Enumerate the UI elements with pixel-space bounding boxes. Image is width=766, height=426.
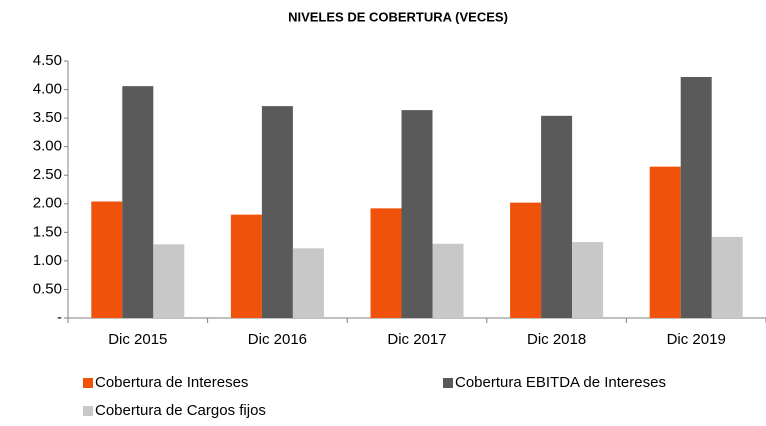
bar xyxy=(432,243,464,318)
bar xyxy=(649,166,681,318)
bar xyxy=(510,202,542,318)
bar xyxy=(541,115,573,319)
y-tick-label: 2.50 xyxy=(33,166,62,183)
bar xyxy=(711,236,743,318)
bar xyxy=(680,76,712,318)
y-tick-label: 4.00 xyxy=(33,81,62,98)
y-tick-label: - xyxy=(57,309,62,326)
bar xyxy=(401,110,433,318)
y-tick-label: 0.50 xyxy=(33,280,62,297)
x-tick-label: Dic 2018 xyxy=(527,331,586,348)
legend-label: Cobertura de Cargos fijos xyxy=(95,402,266,419)
y-tick-label: 1.50 xyxy=(33,223,62,240)
x-tick-label: Dic 2016 xyxy=(248,331,307,348)
bar xyxy=(122,86,154,318)
y-tick-label: 4.50 xyxy=(33,52,62,69)
x-tick-label: Dic 2015 xyxy=(108,331,167,348)
y-tick-label: 3.50 xyxy=(33,109,62,126)
y-tick-label: 3.00 xyxy=(33,138,62,155)
bar xyxy=(230,214,262,318)
y-tick-label: 1.00 xyxy=(33,252,62,269)
legend-swatch xyxy=(443,378,453,388)
bar xyxy=(572,242,604,318)
bar xyxy=(292,248,324,318)
bar xyxy=(370,208,402,318)
chart-title: NIVELES DE COBERTURA (VECES) xyxy=(288,9,508,24)
x-tick-label: Dic 2017 xyxy=(387,331,446,348)
legend-label: Cobertura de Intereses xyxy=(95,374,248,391)
bar xyxy=(261,106,293,319)
legend-swatch xyxy=(83,406,93,416)
legend-label: Cobertura EBITDA de Intereses xyxy=(455,374,666,391)
bar xyxy=(91,201,123,318)
bar xyxy=(153,244,185,318)
x-tick-label: Dic 2019 xyxy=(667,331,726,348)
legend-swatch xyxy=(83,378,93,388)
y-tick-label: 2.00 xyxy=(33,195,62,212)
